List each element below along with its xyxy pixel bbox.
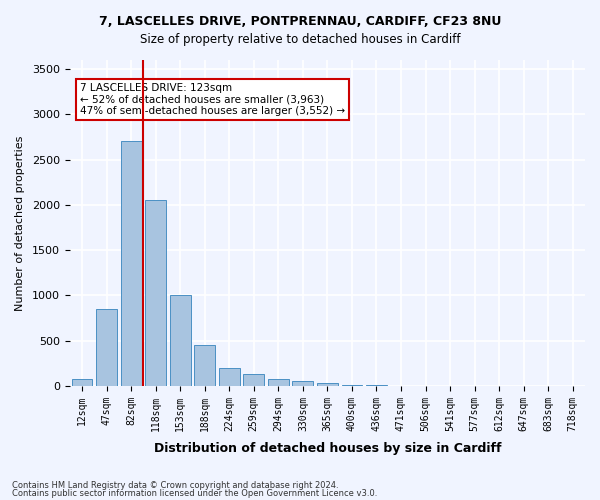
Bar bbox=[244, 374, 264, 386]
Bar bbox=[317, 383, 338, 386]
Bar bbox=[145, 200, 166, 386]
Bar bbox=[170, 296, 191, 386]
Bar bbox=[194, 345, 215, 386]
Text: Contains HM Land Registry data © Crown copyright and database right 2024.: Contains HM Land Registry data © Crown c… bbox=[12, 481, 338, 490]
Text: Contains public sector information licensed under the Open Government Licence v3: Contains public sector information licen… bbox=[12, 488, 377, 498]
X-axis label: Distribution of detached houses by size in Cardiff: Distribution of detached houses by size … bbox=[154, 442, 501, 455]
Y-axis label: Number of detached properties: Number of detached properties bbox=[15, 136, 25, 310]
Bar bbox=[292, 381, 313, 386]
Bar bbox=[341, 385, 362, 386]
Text: 7 LASCELLES DRIVE: 123sqm
← 52% of detached houses are smaller (3,963)
47% of se: 7 LASCELLES DRIVE: 123sqm ← 52% of detac… bbox=[80, 83, 345, 116]
Bar bbox=[121, 142, 142, 386]
Text: 7, LASCELLES DRIVE, PONTPRENNAU, CARDIFF, CF23 8NU: 7, LASCELLES DRIVE, PONTPRENNAU, CARDIFF… bbox=[99, 15, 501, 28]
Bar bbox=[96, 309, 117, 386]
Bar bbox=[219, 368, 239, 386]
Bar bbox=[71, 379, 92, 386]
Bar bbox=[268, 379, 289, 386]
Text: Size of property relative to detached houses in Cardiff: Size of property relative to detached ho… bbox=[140, 32, 460, 46]
